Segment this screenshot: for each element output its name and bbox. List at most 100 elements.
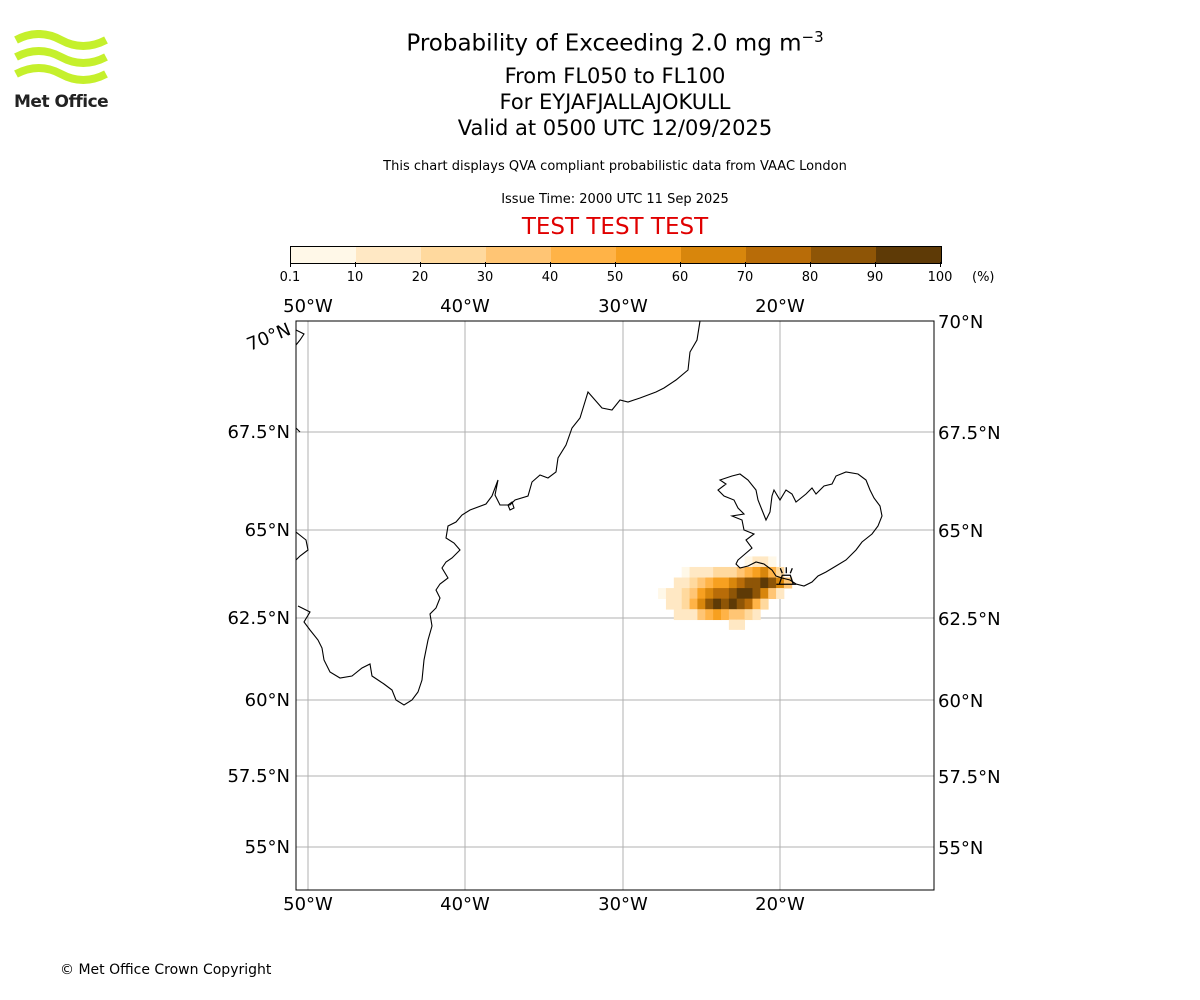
longitude-labels-top: 50°W 40°W 30°W 20°W xyxy=(283,296,805,317)
ash-cell xyxy=(744,588,753,600)
gridlines xyxy=(296,321,934,890)
ash-cell xyxy=(728,566,738,578)
ash-cell xyxy=(783,577,793,589)
ash-cell xyxy=(768,566,777,578)
axis-label: 57.5°N xyxy=(938,767,1001,788)
colorbar-tick-label: 70 xyxy=(736,270,754,285)
ash-cell xyxy=(768,556,777,568)
ash-cell xyxy=(713,598,722,610)
ash-cell xyxy=(673,577,683,589)
colorbar-tick xyxy=(680,262,681,267)
ash-cell xyxy=(721,598,730,610)
ash-cell xyxy=(736,609,746,621)
ash-cell xyxy=(744,566,753,578)
axis-label: 65°N xyxy=(245,520,290,541)
colorbar-segment xyxy=(291,247,356,263)
test-banner: TEST TEST TEST xyxy=(521,214,709,240)
colorbar-segment xyxy=(876,247,941,263)
logo-waves xyxy=(14,30,108,84)
colorbar-tick xyxy=(355,262,356,267)
ash-cell xyxy=(744,598,753,610)
ash-cell xyxy=(713,588,722,600)
ash-cell xyxy=(760,588,769,600)
ash-cell xyxy=(721,566,730,578)
greenland-coast-north xyxy=(296,329,305,346)
ash-cell xyxy=(697,609,706,621)
colorbar-tick-label: 50 xyxy=(606,270,624,285)
axis-label: 62.5°N xyxy=(227,608,290,629)
ash-cell xyxy=(776,588,785,600)
ash-probability-field xyxy=(658,556,793,630)
ash-cell xyxy=(728,609,738,621)
ash-cell xyxy=(665,598,675,610)
ash-cell xyxy=(728,598,738,610)
met-office-logo xyxy=(14,30,108,84)
ash-cell xyxy=(705,588,714,600)
ash-cell xyxy=(705,598,714,610)
ash-cell xyxy=(752,566,761,578)
chart-subtitle: This chart displays QVA compliant probab… xyxy=(383,159,847,174)
axis-label: 30°W xyxy=(598,296,648,317)
probability-colorbar xyxy=(290,246,942,264)
axis-label: 55°N xyxy=(245,837,290,858)
ash-cell xyxy=(681,566,690,578)
ash-cell xyxy=(705,566,714,578)
colorbar-tick xyxy=(875,262,876,267)
axis-label: 30°W xyxy=(598,894,648,915)
colorbar-tick xyxy=(940,262,941,267)
axis-label: 40°W xyxy=(440,894,490,915)
ash-cell xyxy=(697,566,706,578)
ash-cell xyxy=(728,577,738,589)
ash-cell xyxy=(736,598,746,610)
latitude-labels-left: 70°N 67.5°N 65°N 62.5°N 60°N 57.5°N 55°N xyxy=(227,319,293,858)
axis-label: 70°N xyxy=(244,319,294,355)
copyright: © Met Office Crown Copyright xyxy=(60,962,272,978)
colorbar-segment xyxy=(746,247,811,263)
axis-label: 70°N xyxy=(938,312,983,333)
greenland-coast-west-2 xyxy=(296,427,301,433)
issue-time: Issue Time: 2000 UTC 11 Sep 2025 xyxy=(501,192,729,207)
volcano-icon xyxy=(776,567,797,585)
axis-label: 50°W xyxy=(283,894,333,915)
ash-cell xyxy=(689,566,698,578)
colorbar-segment xyxy=(551,247,616,263)
colorbar-tick-label: 30 xyxy=(476,270,494,285)
ash-cell xyxy=(768,588,777,600)
ash-cell xyxy=(760,577,769,589)
ash-cell xyxy=(744,556,753,568)
colorbar-ticks: 0.1 10 20 30 40 50 60 70 80 90 100 xyxy=(280,262,952,292)
ash-cell xyxy=(760,566,769,578)
ash-cell xyxy=(713,566,722,578)
colorbar-tick-label: 0.1 xyxy=(279,270,301,285)
ash-cell xyxy=(673,598,683,610)
axis-label: 20°W xyxy=(755,894,805,915)
colorbar-tick xyxy=(550,262,551,267)
greenland-coast-island xyxy=(507,501,515,511)
ash-cell xyxy=(681,577,690,589)
ash-cell xyxy=(713,577,722,589)
ash-cell xyxy=(697,598,706,610)
ash-cell xyxy=(681,598,690,610)
ash-cell xyxy=(736,619,746,630)
axis-label: 20°W xyxy=(755,296,805,317)
colorbar-segment xyxy=(616,247,681,263)
map-frame xyxy=(295,320,935,891)
ash-cell xyxy=(697,577,706,589)
colorbar-tick-label: 90 xyxy=(866,270,884,285)
ash-cell xyxy=(721,609,730,621)
colorbar-tick-label: 80 xyxy=(801,270,819,285)
colorbar-tick xyxy=(485,262,486,267)
colorbar-unit: (%) xyxy=(972,270,995,285)
ash-cell xyxy=(658,588,667,600)
greenland-coastline xyxy=(297,321,701,706)
ash-cell xyxy=(728,588,738,600)
coastlines xyxy=(296,321,883,706)
ash-cell xyxy=(752,598,761,610)
axis-label: 67.5°N xyxy=(227,422,290,443)
ash-cell xyxy=(776,566,785,578)
ash-cell xyxy=(744,577,753,589)
ash-cell xyxy=(689,598,698,610)
ash-cell xyxy=(760,598,769,610)
axis-label: 55°N xyxy=(938,838,983,859)
